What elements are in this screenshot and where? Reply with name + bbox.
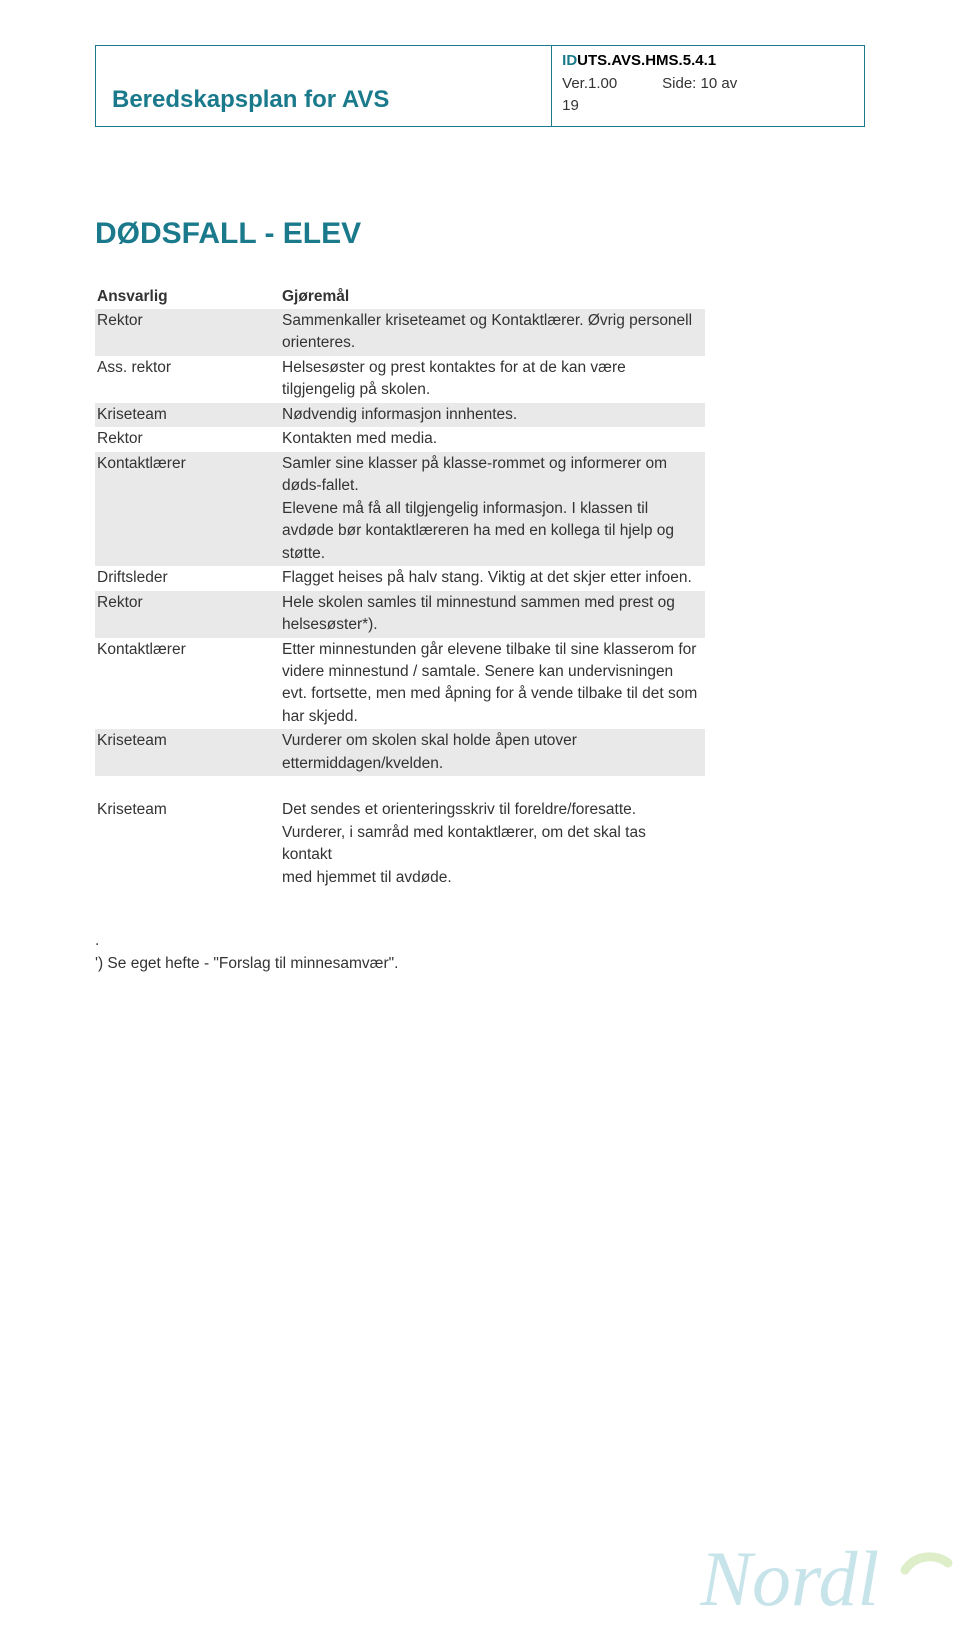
- version-label: Ver.1.00: [562, 73, 662, 96]
- table-row: RektorHele skolen samles til minnestund …: [95, 591, 705, 638]
- watermark-logo: Nordl: [700, 1525, 960, 1625]
- table-cell-gjoremal: Det sendes et orienteringsskriv til fore…: [280, 798, 705, 890]
- document-id: IDUTS.AVS.HMS.5.4.1: [562, 50, 854, 73]
- content: DØDSFALL - ELEV AnsvarligGjøremålRektorS…: [95, 217, 865, 976]
- table-cell-ansvarlig: Kriseteam: [95, 729, 280, 776]
- table-cell-gjoremal: Sammenkaller kriseteamet og Kontaktlærer…: [280, 309, 705, 356]
- table-cell-gjoremal: Samler sine klasser på klasse-rommet og …: [280, 452, 705, 566]
- table-header-gjoremal: Gjøremål: [280, 285, 705, 309]
- table-cell-ansvarlig: Rektor: [95, 591, 280, 638]
- table-cell-ansvarlig: Kriseteam: [95, 798, 280, 890]
- table-cell-ansvarlig: Kriseteam: [95, 403, 280, 427]
- footnote: . ') Se eget hefte - "Forslag til minnes…: [95, 930, 865, 975]
- table-cell-gjoremal: Flagget heises på halv stang. Viktig at …: [280, 566, 705, 590]
- footnote-line-1: .: [95, 930, 865, 952]
- svg-text:Nordl: Nordl: [700, 1535, 879, 1622]
- table-row: RektorKontakten med media.: [95, 427, 705, 451]
- page: Beredskapsplan for AVS IDUTS.AVS.HMS.5.4…: [0, 0, 960, 975]
- table-row: DriftslederFlagget heises på halv stang.…: [95, 566, 705, 590]
- table-row: KriseteamDet sendes et orienteringsskriv…: [95, 798, 705, 890]
- table-cell-ansvarlig: Rektor: [95, 427, 280, 451]
- table-cell-gjoremal: Hele skolen samles til minnestund sammen…: [280, 591, 705, 638]
- page-total-line: 19: [562, 95, 854, 118]
- responsibility-table: AnsvarligGjøremålRektorSammenkaller kris…: [95, 285, 705, 891]
- table-cell-ansvarlig: Rektor: [95, 309, 280, 356]
- version-line: Ver.1.00 Side: 10 av: [562, 73, 854, 96]
- table-cell-ansvarlig: Driftsleder: [95, 566, 280, 590]
- document-header: Beredskapsplan for AVS IDUTS.AVS.HMS.5.4…: [95, 45, 865, 127]
- table-row: RektorSammenkaller kriseteamet og Kontak…: [95, 309, 705, 356]
- table-cell-gjoremal: Helsesøster og prest kontaktes for at de…: [280, 356, 705, 403]
- table-row: Ass. rektorHelsesøster og prest kontakte…: [95, 356, 705, 403]
- table-row: KriseteamVurderer om skolen skal holde å…: [95, 729, 705, 776]
- table-cell-gjoremal: Etter minnestunden går elevene tilbake t…: [280, 638, 705, 730]
- table-cell-ansvarlig: Ass. rektor: [95, 356, 280, 403]
- table-header-ansvarlig: Ansvarlig: [95, 285, 280, 309]
- section-title: DØDSFALL - ELEV: [95, 217, 865, 251]
- table-cell-ansvarlig: Kontaktlærer: [95, 638, 280, 730]
- table-row: KontaktlærerSamler sine klasser på klass…: [95, 452, 705, 566]
- document-id-rest: UTS.AVS.HMS.5.4.1: [577, 52, 716, 69]
- table-cell-gjoremal: Nødvendig informasjon innhentes.: [280, 403, 705, 427]
- table-row: KontaktlærerEtter minnestunden går eleve…: [95, 638, 705, 730]
- document-title: Beredskapsplan for AVS: [112, 86, 389, 114]
- table-cell-gjoremal: Vurderer om skolen skal holde åpen utove…: [280, 729, 705, 776]
- table-row: KriseteamNødvendig informasjon innhentes…: [95, 403, 705, 427]
- table-cell-gjoremal: Kontakten med media.: [280, 427, 705, 451]
- table-cell-ansvarlig: Kontaktlærer: [95, 452, 280, 566]
- table-header-row: AnsvarligGjøremål: [95, 285, 705, 309]
- document-id-prefix: ID: [562, 52, 577, 69]
- header-title-cell: Beredskapsplan for AVS: [96, 46, 552, 126]
- table-gap-row: [95, 776, 705, 798]
- page-label: Side: 10 av: [662, 73, 737, 96]
- header-meta-cell: IDUTS.AVS.HMS.5.4.1 Ver.1.00 Side: 10 av…: [552, 46, 864, 126]
- footnote-line-2: ') Se eget hefte - "Forslag til minnesam…: [95, 953, 865, 975]
- page-total: 19: [562, 95, 662, 118]
